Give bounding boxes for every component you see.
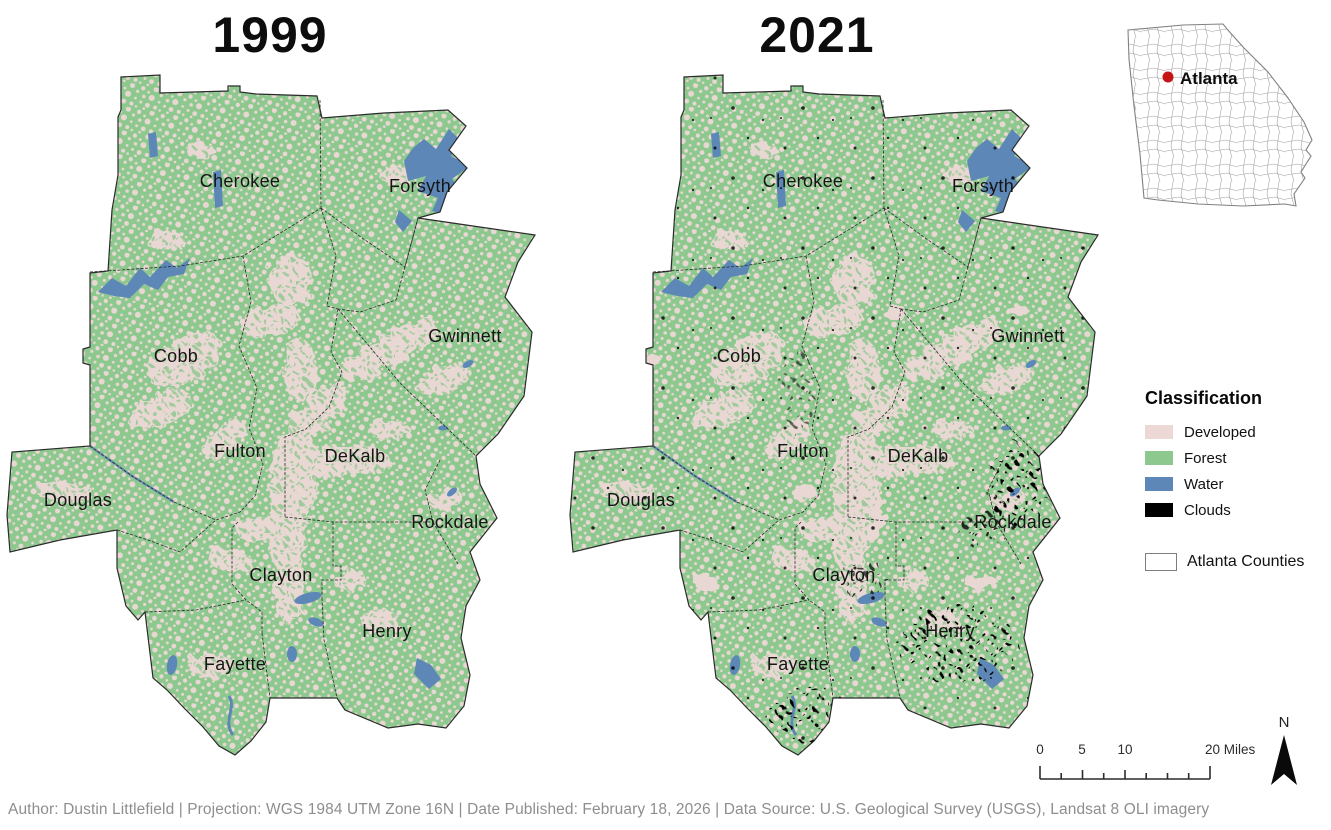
county-label-henry: Henry: [362, 621, 412, 641]
legend-item-water: Water: [1145, 471, 1331, 497]
county-label-dekalb: DeKalb: [888, 446, 949, 466]
county-label-gwinnett: Gwinnett: [991, 326, 1064, 346]
georgia-county-grid: [1128, 24, 1312, 206]
inset-city-label: Atlanta: [1180, 69, 1238, 88]
water-swatch: [1145, 477, 1173, 491]
county-label-henry: Henry: [925, 621, 975, 641]
county-label-fayette: Fayette: [204, 654, 266, 674]
legend-heading: Classification: [1145, 388, 1263, 408]
forest-swatch: [1145, 451, 1173, 465]
developed-swatch: [1145, 425, 1173, 439]
landcover-2021: [570, 75, 1098, 755]
county-label-douglas: Douglas: [607, 490, 675, 510]
county-label-forsyth: Forsyth: [389, 176, 451, 196]
map-title-2021: 2021: [759, 7, 875, 63]
north-arrow-icon: [1271, 735, 1297, 785]
atlanta-location-marker: [1162, 71, 1174, 83]
county-label-gwinnett: Gwinnett: [428, 326, 501, 346]
county-label-fulton: Fulton: [214, 441, 266, 461]
scale-tick-20-miles: 20 Miles: [1205, 742, 1256, 757]
landcover-1999: [7, 75, 535, 755]
map-title-1999: 1999: [212, 7, 328, 63]
county-label-cobb: Cobb: [154, 346, 198, 366]
clouds-swatch: [1145, 503, 1173, 517]
county-label-rockdale: Rockdale: [974, 512, 1051, 532]
legend: Classification Developed Forest Water Cl…: [1145, 388, 1331, 571]
county-label-dekalb: DeKalb: [325, 446, 386, 466]
cloud-patches: [570, 75, 1098, 755]
north-arrow: N: [1262, 714, 1306, 794]
county-label-clayton: Clayton: [812, 565, 875, 585]
scale-tick-10: 10: [1117, 742, 1133, 757]
north-label: N: [1278, 714, 1290, 731]
scale-bar: 0 5 10 20 Miles: [1032, 742, 1277, 788]
county-label-cherokee: Cherokee: [763, 171, 843, 191]
legend-item-forest: Forest: [1145, 445, 1331, 471]
county-label-forsyth: Forsyth: [952, 176, 1014, 196]
scale-bar-ruler: [1039, 766, 1211, 780]
legend-item-clouds: Clouds: [1145, 497, 1331, 523]
georgia-inset-map: Atlanta: [1118, 14, 1328, 226]
legend-item-atlanta-counties: Atlanta Counties: [1145, 553, 1331, 571]
county-label-clayton: Clayton: [249, 565, 312, 585]
scale-tick-0: 0: [1036, 742, 1044, 757]
legend-item-developed: Developed: [1145, 419, 1331, 445]
county-label-cobb: Cobb: [717, 346, 761, 366]
county-labels-2021: Cherokee Forsyth Cobb Gwinnett Fulton De…: [607, 171, 1064, 674]
county-labels-1999: Cherokee Forsyth Cobb Gwinnett Fulton De…: [44, 171, 501, 674]
county-label-fayette: Fayette: [767, 654, 829, 674]
classification-map-2021: Cherokee Forsyth Cobb Gwinnett Fulton De…: [569, 74, 1099, 756]
scale-tick-5: 5: [1078, 742, 1086, 757]
county-label-fulton: Fulton: [777, 441, 829, 461]
county-label-cherokee: Cherokee: [200, 171, 280, 191]
county-label-douglas: Douglas: [44, 490, 112, 510]
counties-outline-swatch: [1145, 553, 1177, 571]
classification-map-1999: Cherokee Forsyth Cobb Gwinnett Fulton De…: [6, 74, 536, 756]
county-label-rockdale: Rockdale: [411, 512, 488, 532]
credits-line: Author: Dustin Littlefield | Projection:…: [8, 801, 1210, 818]
